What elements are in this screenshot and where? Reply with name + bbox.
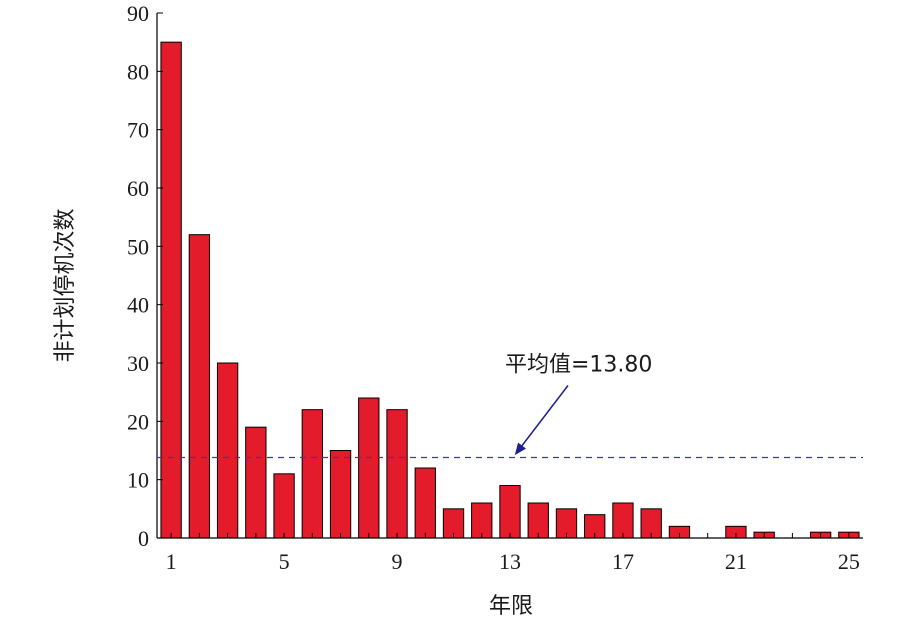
x-axis-title: 年限 xyxy=(489,594,533,619)
y-tick-label: 40 xyxy=(127,293,149,318)
mean-annotation-label: 平均值=13.80 xyxy=(505,353,652,378)
y-tick-label: 70 xyxy=(127,118,149,143)
bar-year-1 xyxy=(160,41,182,539)
bar-year-3 xyxy=(216,362,239,539)
bar-year-7 xyxy=(329,450,352,539)
x-tick-label: 17 xyxy=(612,549,634,574)
y-tick-label: 10 xyxy=(127,468,149,493)
y-tick-label: 80 xyxy=(127,59,149,84)
y-tick-label: 20 xyxy=(127,409,149,434)
bar-year-9 xyxy=(386,409,408,539)
bar-year-8 xyxy=(358,397,380,539)
bar-year-13 xyxy=(499,485,521,539)
x-tick-label: 13 xyxy=(499,549,521,574)
x-ticks-group: 1 5 9 13 17 21 25 xyxy=(166,533,860,574)
y-ticks-group: 0 10 20 30 40 50 60 70 80 90 xyxy=(127,1,163,551)
bar-year-10 xyxy=(414,467,436,539)
y-tick-label: 60 xyxy=(127,176,149,201)
y-tick-label: 90 xyxy=(127,1,149,26)
bar-year-2 xyxy=(188,234,211,539)
x-tick-label: 5 xyxy=(279,549,290,574)
x-tick-label: 9 xyxy=(392,549,403,574)
bar-year-14 xyxy=(527,502,549,539)
y-axis-title: 非计划停机次数 xyxy=(53,208,78,362)
bar-year-12 xyxy=(471,502,493,539)
annotation-arrow xyxy=(514,385,569,456)
bar-year-6 xyxy=(301,409,323,539)
bars-group xyxy=(160,41,860,539)
x-tick-label: 25 xyxy=(838,549,860,574)
bar-year-5 xyxy=(273,473,295,539)
bar-year-4 xyxy=(245,426,267,539)
bar-year-17 xyxy=(612,502,634,539)
x-tick-label: 1 xyxy=(166,549,177,574)
y-tick-label: 50 xyxy=(127,234,149,259)
y-tick-label: 0 xyxy=(138,526,149,551)
y-tick-label: 30 xyxy=(127,351,149,376)
x-tick-label: 21 xyxy=(725,549,747,574)
